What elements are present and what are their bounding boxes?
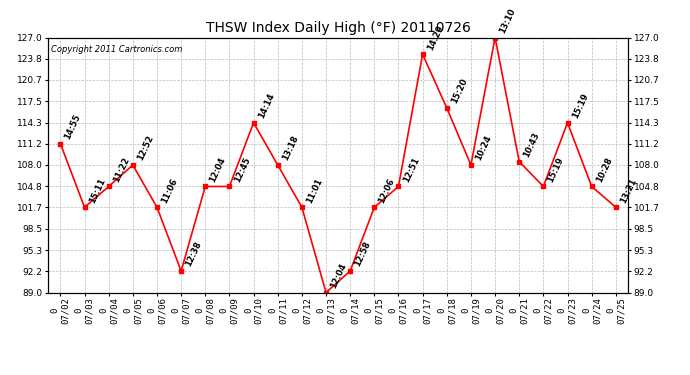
Text: 12:45: 12:45 bbox=[233, 156, 252, 184]
Text: 12:51: 12:51 bbox=[402, 156, 421, 184]
Text: 11:22: 11:22 bbox=[112, 156, 131, 184]
Text: 11:01: 11:01 bbox=[305, 177, 324, 204]
Text: 12:38: 12:38 bbox=[184, 240, 204, 268]
Text: 10:24: 10:24 bbox=[474, 134, 493, 162]
Text: 14:55: 14:55 bbox=[63, 112, 83, 141]
Text: 13:21: 13:21 bbox=[619, 177, 638, 204]
Text: 15:20: 15:20 bbox=[450, 77, 469, 105]
Text: 10:43: 10:43 bbox=[522, 131, 542, 159]
Text: 14:14: 14:14 bbox=[257, 92, 276, 120]
Text: 10:28: 10:28 bbox=[595, 156, 614, 184]
Text: 12:06: 12:06 bbox=[377, 177, 397, 204]
Text: 12:04: 12:04 bbox=[208, 156, 228, 184]
Text: Copyright 2011 Cartronics.com: Copyright 2011 Cartronics.com bbox=[51, 45, 183, 54]
Text: 13:10: 13:10 bbox=[498, 7, 518, 35]
Text: 12:04: 12:04 bbox=[329, 262, 348, 290]
Text: 15:11: 15:11 bbox=[88, 176, 107, 204]
Text: 15:19: 15:19 bbox=[546, 156, 566, 184]
Text: 11:06: 11:06 bbox=[160, 177, 179, 204]
Text: 12:58: 12:58 bbox=[353, 240, 373, 268]
Text: 12:52: 12:52 bbox=[136, 134, 155, 162]
Text: 14:29: 14:29 bbox=[426, 24, 445, 51]
Text: 13:18: 13:18 bbox=[281, 134, 300, 162]
Text: 15:19: 15:19 bbox=[571, 92, 590, 120]
Title: THSW Index Daily High (°F) 20110726: THSW Index Daily High (°F) 20110726 bbox=[206, 21, 471, 35]
